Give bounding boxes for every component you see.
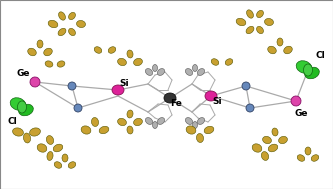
Ellipse shape — [37, 144, 47, 152]
Ellipse shape — [272, 128, 278, 136]
Ellipse shape — [158, 118, 165, 124]
Ellipse shape — [81, 126, 91, 134]
Ellipse shape — [69, 28, 76, 36]
Ellipse shape — [204, 126, 214, 134]
Ellipse shape — [127, 110, 133, 118]
Ellipse shape — [92, 118, 99, 126]
Ellipse shape — [62, 154, 68, 162]
Ellipse shape — [153, 122, 158, 129]
Ellipse shape — [30, 128, 40, 136]
Ellipse shape — [47, 152, 53, 160]
Ellipse shape — [112, 85, 124, 95]
Ellipse shape — [77, 20, 86, 28]
Ellipse shape — [305, 147, 311, 155]
Ellipse shape — [277, 38, 283, 46]
Ellipse shape — [303, 64, 312, 76]
Ellipse shape — [205, 91, 217, 101]
Ellipse shape — [59, 12, 66, 20]
Ellipse shape — [297, 155, 305, 161]
Ellipse shape — [268, 144, 278, 152]
Ellipse shape — [108, 47, 116, 53]
Ellipse shape — [118, 118, 127, 126]
Ellipse shape — [236, 18, 246, 26]
Text: Si: Si — [119, 78, 129, 88]
Ellipse shape — [69, 12, 76, 20]
Ellipse shape — [196, 133, 203, 143]
Ellipse shape — [74, 104, 82, 112]
Ellipse shape — [261, 152, 269, 160]
Ellipse shape — [197, 118, 204, 124]
Ellipse shape — [268, 46, 276, 54]
Ellipse shape — [256, 10, 263, 18]
Ellipse shape — [48, 20, 58, 28]
Ellipse shape — [291, 96, 301, 106]
Ellipse shape — [94, 47, 102, 53]
Ellipse shape — [46, 136, 54, 144]
Text: Cl: Cl — [315, 51, 325, 60]
Ellipse shape — [54, 162, 62, 168]
Ellipse shape — [23, 133, 31, 143]
Ellipse shape — [197, 69, 204, 75]
Ellipse shape — [118, 58, 127, 66]
Ellipse shape — [13, 128, 23, 136]
Ellipse shape — [19, 104, 33, 116]
Ellipse shape — [153, 64, 158, 71]
Ellipse shape — [134, 118, 143, 126]
Ellipse shape — [263, 136, 271, 144]
Ellipse shape — [58, 28, 66, 36]
Ellipse shape — [146, 118, 153, 124]
Ellipse shape — [68, 162, 76, 168]
Ellipse shape — [185, 69, 192, 75]
Ellipse shape — [134, 58, 143, 66]
Ellipse shape — [18, 101, 27, 113]
Ellipse shape — [256, 26, 263, 34]
Ellipse shape — [192, 122, 197, 129]
Ellipse shape — [246, 10, 253, 18]
Ellipse shape — [186, 126, 196, 134]
Ellipse shape — [44, 48, 52, 56]
Ellipse shape — [225, 59, 233, 65]
Ellipse shape — [30, 77, 40, 87]
Ellipse shape — [127, 126, 133, 134]
Text: Ge: Ge — [16, 70, 30, 78]
Text: Si: Si — [212, 98, 222, 106]
Ellipse shape — [57, 61, 65, 67]
Ellipse shape — [99, 126, 109, 134]
Ellipse shape — [164, 93, 176, 103]
Ellipse shape — [246, 26, 254, 34]
Text: Cl: Cl — [7, 116, 17, 125]
Ellipse shape — [305, 67, 319, 79]
Ellipse shape — [158, 69, 165, 75]
Ellipse shape — [53, 144, 63, 152]
Ellipse shape — [185, 118, 192, 124]
Text: Fe: Fe — [170, 99, 182, 108]
Ellipse shape — [37, 40, 43, 48]
Ellipse shape — [45, 61, 53, 67]
Text: Ge: Ge — [294, 108, 308, 118]
Ellipse shape — [68, 82, 76, 90]
Ellipse shape — [211, 59, 219, 65]
Ellipse shape — [146, 69, 153, 75]
Ellipse shape — [284, 46, 292, 54]
Ellipse shape — [252, 144, 262, 152]
Ellipse shape — [246, 104, 254, 112]
Ellipse shape — [28, 48, 36, 56]
Ellipse shape — [127, 50, 133, 58]
Ellipse shape — [192, 64, 197, 71]
Ellipse shape — [242, 82, 250, 90]
Ellipse shape — [264, 19, 273, 26]
Ellipse shape — [279, 136, 287, 144]
Ellipse shape — [10, 98, 26, 110]
Ellipse shape — [311, 155, 319, 161]
Ellipse shape — [296, 61, 312, 73]
